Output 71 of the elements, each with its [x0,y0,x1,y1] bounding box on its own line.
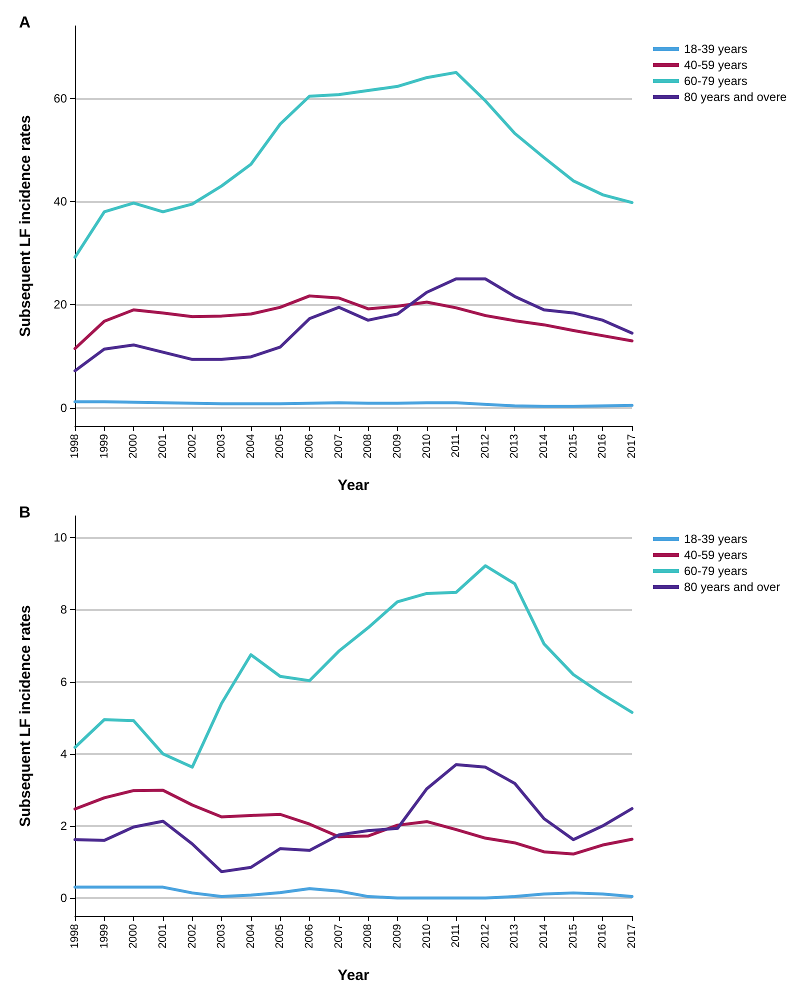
y-tick-label: 20 [54,298,68,312]
x-tick-label: 2016 [596,924,609,948]
x-tick-label: 2012 [479,924,492,948]
y-tick-label: 2 [60,818,68,833]
y-tick-label: 60 [54,91,68,106]
x-tick-label: 2013 [508,924,521,948]
x-axis-title: Year [338,477,370,494]
line-series [74,886,634,900]
x-tick-label: 2007 [332,434,345,458]
x-tick-label: 2015 [567,434,580,458]
x-tick-label: 2011 [450,924,462,948]
y-tick-label: 8 [60,602,68,617]
legend-label: 40-59 years [684,58,748,72]
x-tick-label: 2015 [567,924,580,948]
x-tick-label: 2016 [596,434,609,458]
line-series [74,788,634,856]
x-tick-label: 2006 [304,924,316,948]
x-tick-label: 2012 [479,434,492,458]
x-tick-label: 2000 [128,924,140,948]
x-tick-label: 2000 [128,434,140,458]
x-tick-label: 2011 [450,434,462,458]
y-tick-label: 40 [54,194,68,208]
x-tick-label: 2003 [216,924,228,948]
y-tick-label: 6 [60,674,68,689]
chart-title: A [19,14,31,32]
y-tick-label: 0 [60,890,68,905]
x-tick-label: 2005 [274,924,286,948]
x-tick-label: 2001 [156,434,169,458]
y-tick-label: 4 [60,746,68,761]
x-tick-label: 2005 [274,434,286,458]
line-series [74,70,634,259]
legend-label: 80 years and overe [684,90,788,104]
x-axis-title: Year [338,967,370,984]
x-tick-label: 2002 [186,434,198,458]
y-axis-title: Subsequent LF incidence rates [17,605,34,827]
chart-title: B [19,504,31,522]
legend-label: 80 years and over [684,580,780,594]
x-tick-label: 2014 [538,924,550,948]
x-tick-label: 2017 [626,924,638,948]
x-tick-label: 2014 [538,434,550,458]
line-series [74,763,634,874]
x-tick-label: 2007 [332,924,345,948]
x-tick-label: 2003 [216,434,228,458]
x-tick-label: 2013 [508,434,521,458]
x-tick-label: 2010 [420,434,433,458]
x-tick-label: 2008 [362,434,374,458]
legend-label: 40-59 years [684,548,748,562]
legend-label: 18-39 years [684,42,748,56]
line-series [74,277,634,372]
x-tick-label: 2001 [156,924,169,948]
x-tick-label: 2004 [244,434,257,458]
line-series [74,294,634,350]
x-tick-label: 2009 [391,434,404,458]
legend-label: 60-79 years [684,74,748,88]
y-tick-label: 10 [54,530,68,545]
x-tick-label: 2006 [304,434,316,458]
x-tick-label: 2009 [391,924,404,948]
x-tick-label: 2017 [626,434,638,458]
y-tick-label: 0 [60,400,68,415]
x-tick-label: 1999 [98,924,110,948]
x-tick-label: 2008 [362,924,374,948]
y-axis-title: Subsequent LF incidence rates [17,115,34,337]
x-tick-label: 2010 [420,924,433,948]
legend-label: 60-79 years [684,564,748,578]
x-tick-label: 1998 [69,924,81,948]
line-series [74,564,634,769]
x-tick-label: 1998 [69,434,81,458]
x-tick-label: 1999 [98,434,110,458]
legend-label: 18-39 years [684,532,748,546]
x-tick-label: 2002 [186,924,198,948]
x-tick-label: 2004 [244,924,257,948]
